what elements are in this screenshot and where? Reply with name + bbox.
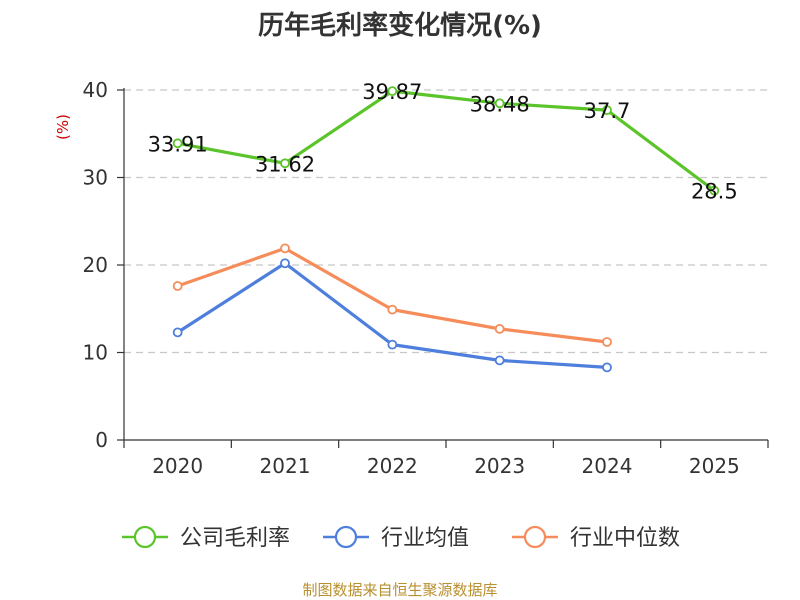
gridlines — [124, 89, 768, 354]
data-point — [602, 105, 612, 116]
legend-label: 行业中位数 — [570, 526, 680, 551]
data-point — [387, 304, 398, 315]
axes: 0 10 20 30 40 2020 2021 2022 2023 2024 2025 — [83, 78, 769, 478]
y-tick-label: 0 — [95, 428, 108, 452]
data-point — [602, 337, 612, 347]
x-tick-label: 2021 — [260, 454, 311, 478]
y-tick-label: 10 — [83, 341, 108, 365]
data-labels: 33.91 31.62 39.87 38.48 37.7 28.5 — [148, 80, 738, 203]
legend-item[interactable]: 行业均值 — [323, 525, 469, 551]
chart-title: 历年毛利率变化情况(%) — [258, 10, 542, 41]
series-line — [176, 246, 609, 344]
data-label: 28.5 — [691, 180, 738, 204]
y-axis-label: (%) — [54, 114, 72, 140]
legend-label: 公司毛利率 — [180, 526, 290, 551]
data-label: 31.62 — [255, 152, 315, 176]
data-point — [494, 355, 505, 366]
x-tick-label: 2023 — [474, 454, 525, 478]
data-label: 39.87 — [362, 80, 422, 104]
data-point — [172, 138, 183, 149]
data-label: 38.48 — [470, 92, 530, 116]
data-point — [494, 323, 505, 334]
legend-item[interactable]: 公司毛利率 — [122, 525, 290, 551]
data-point — [280, 258, 290, 269]
x-tick-label: 2022 — [367, 454, 418, 478]
x-tick-label: 2024 — [582, 454, 633, 478]
x-tick-label: 2020 — [152, 454, 203, 478]
data-label: 33.91 — [148, 132, 208, 156]
data-point — [280, 243, 290, 254]
x-tick-label: 2025 — [689, 454, 740, 478]
data-point — [172, 327, 183, 338]
data-point — [387, 86, 398, 97]
legend-marker — [523, 525, 547, 549]
y-tick-label: 30 — [83, 166, 108, 190]
series-line — [176, 261, 609, 369]
legend-marker — [133, 525, 157, 549]
data-point — [172, 281, 183, 291]
data-point — [280, 158, 290, 169]
legend-label: 行业均值 — [381, 526, 469, 551]
legend-marker — [334, 525, 358, 549]
data-point — [709, 185, 720, 196]
legend-item[interactable]: 行业中位数 — [512, 525, 680, 551]
y-tick-label: 40 — [83, 78, 108, 102]
data-point — [494, 98, 505, 109]
series-line — [176, 89, 716, 193]
source-note: 制图数据来自恒生聚源数据库 — [302, 581, 497, 599]
data-label: 37.7 — [584, 99, 631, 123]
legend: 公司毛利率 行业均值 行业中位数 — [122, 525, 680, 551]
series-group — [172, 86, 720, 373]
data-point — [387, 339, 398, 350]
y-tick-label: 20 — [83, 253, 108, 277]
data-point — [602, 362, 612, 373]
